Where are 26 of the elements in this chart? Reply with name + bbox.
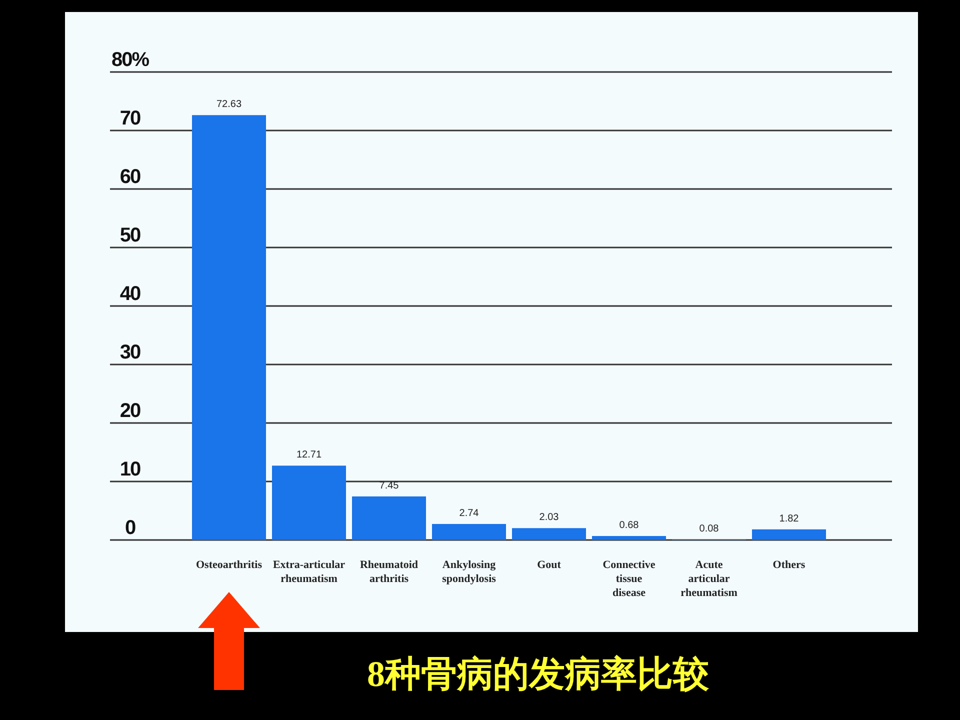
data-label: 2.74 xyxy=(459,508,480,519)
y-tick-label: 0 xyxy=(124,517,136,539)
x-tick-label: Acute articular rheumatism xyxy=(680,559,738,599)
data-label: 0.08 xyxy=(699,524,720,535)
x-tick-label: Connective tissue disease xyxy=(602,559,656,599)
x-tick-label: Others xyxy=(772,559,806,571)
text: 8种骨病的发病率比较 xyxy=(367,654,710,694)
y-tick-label: 30 xyxy=(120,342,141,364)
y-tick-label: 40 xyxy=(120,283,141,305)
data-label: 2.03 xyxy=(539,512,560,524)
y-tick-label: 70 xyxy=(120,108,141,130)
y-tick-label: 60 xyxy=(120,166,141,188)
x-tick-label: Osteoarthritis xyxy=(196,559,263,571)
x-tick-label: Extra-articular rheumatism xyxy=(272,559,346,585)
y-tick-label: 50 xyxy=(120,224,141,246)
data-label: 1.82 xyxy=(779,513,800,524)
x-tick-label: Gout xyxy=(537,559,562,571)
y-tick-label: 80% xyxy=(111,49,150,71)
data-label: 7.45 xyxy=(379,480,400,492)
x-tick-label: Rheumatoid arthritis xyxy=(360,559,418,585)
data-label: 12.71 xyxy=(296,450,322,461)
x-tick-label: Ankylosing spondylosis xyxy=(442,559,497,585)
data-label: 72.63 xyxy=(216,99,242,110)
y-tick-label: 20 xyxy=(120,400,141,422)
y-tick-label: 10 xyxy=(120,458,141,480)
data-label: 0.68 xyxy=(619,520,640,532)
